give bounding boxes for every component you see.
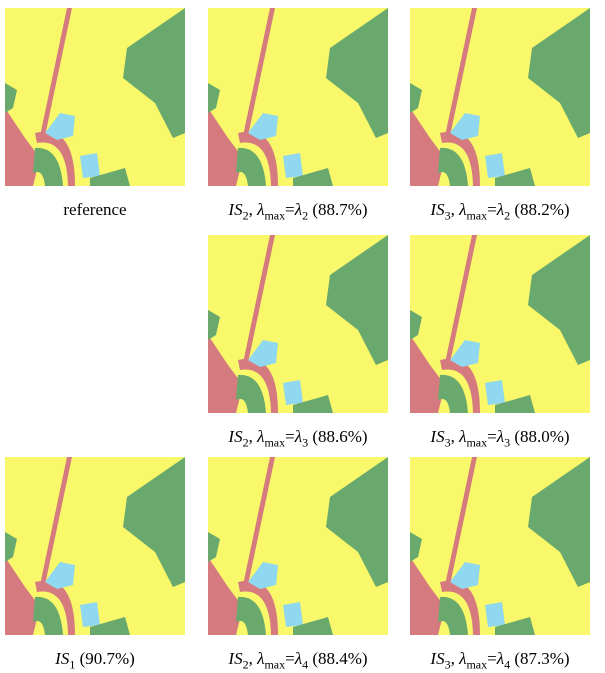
caption-part: λ xyxy=(497,427,504,446)
caption-part: IS xyxy=(55,649,69,668)
caption-part: = xyxy=(487,427,497,446)
caption-subscript: max xyxy=(264,657,285,671)
caption: IS3, λmax=λ3 (88.0%) xyxy=(380,427,605,450)
caption-part: (88.6%) xyxy=(308,427,367,446)
caption-part: λ xyxy=(295,200,302,219)
caption-part: , xyxy=(451,200,460,219)
caption-subscript: max xyxy=(466,435,487,449)
panel xyxy=(208,457,388,635)
caption-part: , xyxy=(249,649,258,668)
panel xyxy=(5,457,185,635)
caption-part: IS xyxy=(228,649,242,668)
panel xyxy=(5,8,185,186)
segmentation-map xyxy=(208,8,388,186)
caption: IS3, λmax=λ4 (87.3%) xyxy=(380,649,605,672)
caption-part: = xyxy=(487,649,497,668)
caption-part: , xyxy=(451,649,460,668)
caption-part: (88.4%) xyxy=(308,649,367,668)
caption-part: = xyxy=(285,427,295,446)
caption-part: (90.7%) xyxy=(75,649,134,668)
caption-part: (88.7%) xyxy=(308,200,367,219)
panel xyxy=(208,235,388,413)
caption-part: IS xyxy=(228,427,242,446)
segmentation-map xyxy=(410,235,590,413)
caption-part: (88.2%) xyxy=(510,200,569,219)
segmentation-map xyxy=(410,8,590,186)
caption-part: IS xyxy=(430,427,444,446)
caption-part: , xyxy=(249,200,258,219)
segmentation-map xyxy=(410,457,590,635)
figure: referenceIS2, λmax=λ2 (88.7%)IS3, λmax=λ… xyxy=(0,0,605,673)
panel xyxy=(410,457,590,635)
caption-subscript: max xyxy=(466,657,487,671)
caption-part: , xyxy=(451,427,460,446)
caption-subscript: max xyxy=(466,208,487,222)
segmentation-map xyxy=(5,8,185,186)
segmentation-map xyxy=(5,457,185,635)
caption-subscript: max xyxy=(264,208,285,222)
segmentation-map xyxy=(208,457,388,635)
caption: IS3, λmax=λ2 (88.2%) xyxy=(380,200,605,223)
caption-part: = xyxy=(285,649,295,668)
caption-part: IS xyxy=(430,649,444,668)
caption-subscript: max xyxy=(264,435,285,449)
caption-part: IS xyxy=(430,200,444,219)
caption-part: IS xyxy=(228,200,242,219)
caption-part: = xyxy=(487,200,497,219)
caption-part: (88.0%) xyxy=(510,427,569,446)
caption-part: λ xyxy=(497,649,504,668)
panel xyxy=(208,8,388,186)
caption-part: λ xyxy=(295,427,302,446)
segmentation-map xyxy=(208,235,388,413)
panel xyxy=(410,235,590,413)
caption-part: λ xyxy=(295,649,302,668)
caption-part: (87.3%) xyxy=(510,649,569,668)
caption-part: = xyxy=(285,200,295,219)
caption-part: λ xyxy=(497,200,504,219)
caption-part: , xyxy=(249,427,258,446)
panel xyxy=(410,8,590,186)
